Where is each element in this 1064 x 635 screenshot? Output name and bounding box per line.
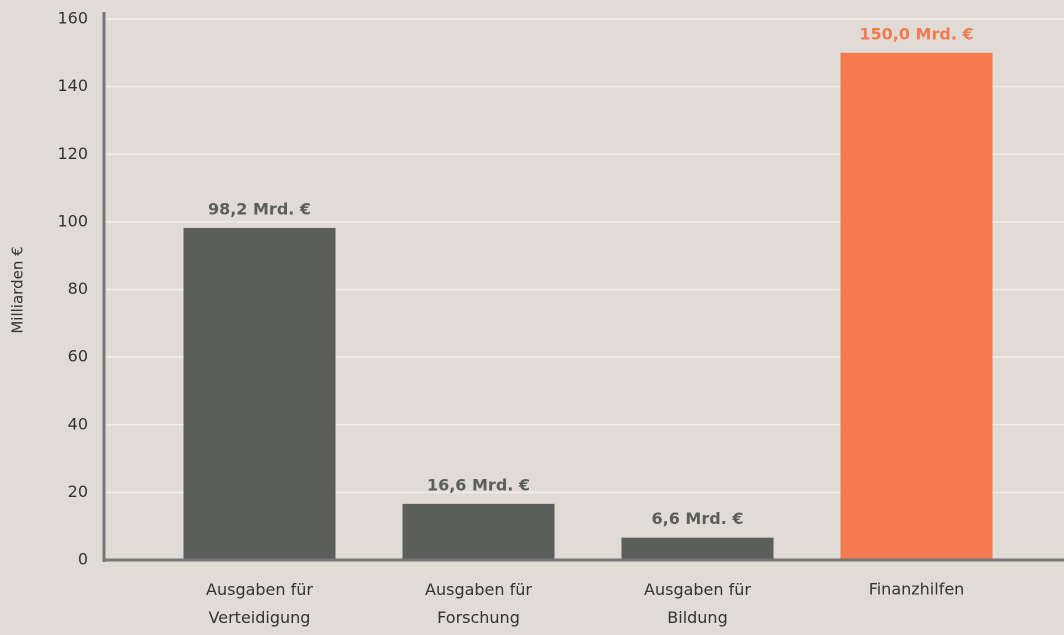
y-tick-label: 140: [57, 76, 88, 95]
y-tick-label: 100: [57, 211, 88, 230]
x-tick-label: Ausgaben für Verteidigung: [206, 580, 313, 627]
value-label: 6,6 Mrd. €: [652, 509, 744, 528]
value-label: 150,0 Mrd. €: [859, 24, 973, 43]
x-tick-label: Finanzhilfen: [869, 580, 965, 599]
y-tick-label: 120: [57, 144, 88, 163]
value-label: 98,2 Mrd. €: [208, 199, 311, 218]
y-tick-label: 60: [68, 347, 88, 366]
bar: [621, 537, 774, 560]
y-tick-label: 160: [57, 9, 88, 28]
bar: [840, 52, 993, 560]
bar: [402, 503, 555, 560]
y-tick-label: 20: [68, 482, 88, 501]
value-label: 16,6 Mrd. €: [427, 475, 530, 494]
y-tick-label: 40: [68, 414, 88, 433]
x-tick-label: Ausgaben für Forschung: [425, 580, 532, 627]
y-axis-label: Milliarden €: [9, 246, 27, 333]
bar: [183, 227, 336, 560]
y-tick-label: 0: [78, 550, 88, 569]
x-tick-label: Ausgaben für Bildung: [644, 580, 751, 627]
y-tick-label: 80: [68, 279, 88, 298]
